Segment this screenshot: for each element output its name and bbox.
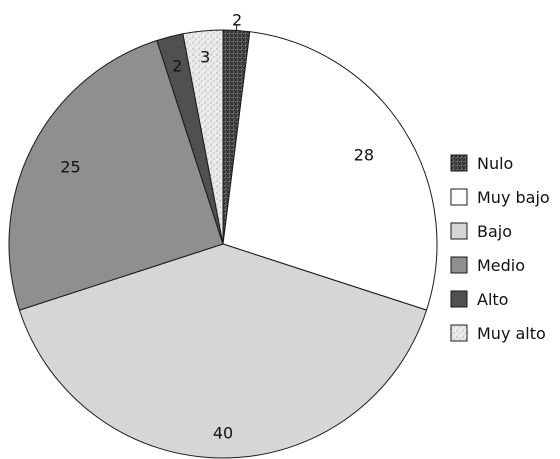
data-label-medio: 25 bbox=[60, 157, 80, 176]
pie-slice-muy-alto bbox=[182, 29, 224, 245]
pie-slice-muy-bajo bbox=[222, 31, 438, 311]
data-label-nulo: 2 bbox=[232, 11, 242, 30]
legend-label-alto: Alto bbox=[477, 290, 508, 309]
pie-slice-bajo bbox=[18, 243, 428, 459]
legend-label-bajo: Bajo bbox=[477, 222, 512, 241]
legend-label-nulo: Nulo bbox=[477, 154, 513, 173]
legend-swatch-alto bbox=[450, 290, 468, 308]
data-label-bajo: 40 bbox=[213, 423, 233, 442]
legend-label-muy-alto: Muy alto bbox=[477, 324, 546, 343]
legend-swatch-nulo bbox=[450, 154, 468, 172]
data-label-alto: 2 bbox=[172, 57, 182, 76]
pie-slices bbox=[8, 29, 438, 459]
legend-label-medio: Medio bbox=[477, 256, 525, 275]
legend-swatch-muy-alto bbox=[450, 324, 468, 342]
pie-slice-medio bbox=[8, 39, 224, 311]
legend-swatch-medio bbox=[450, 256, 468, 274]
legend: Nulo Muy bajo Bajo Medio Alto Muy alto bbox=[450, 154, 550, 343]
legend-swatch-bajo bbox=[450, 222, 468, 240]
legend-swatch-muy-bajo bbox=[450, 188, 468, 206]
data-label-muy-alto: 3 bbox=[200, 48, 210, 67]
legend-label-muy-bajo: Muy bajo bbox=[477, 188, 550, 207]
data-label-muy-bajo: 28 bbox=[354, 146, 374, 165]
